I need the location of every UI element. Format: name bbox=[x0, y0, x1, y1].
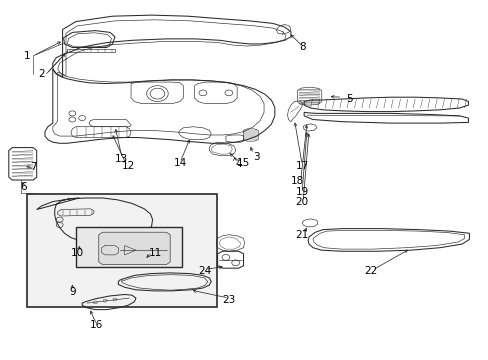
Text: 23: 23 bbox=[222, 294, 235, 305]
Text: 24: 24 bbox=[197, 266, 211, 276]
Text: 15: 15 bbox=[236, 158, 250, 168]
Text: 21: 21 bbox=[295, 230, 308, 240]
Text: 3: 3 bbox=[253, 152, 260, 162]
Text: 20: 20 bbox=[295, 197, 308, 207]
Text: 1: 1 bbox=[23, 51, 30, 61]
Text: 17: 17 bbox=[295, 161, 308, 171]
Text: 6: 6 bbox=[20, 182, 27, 192]
Text: 9: 9 bbox=[69, 287, 76, 297]
Text: 14: 14 bbox=[173, 158, 186, 168]
Text: 19: 19 bbox=[295, 186, 308, 197]
Text: 18: 18 bbox=[290, 176, 304, 186]
FancyBboxPatch shape bbox=[27, 194, 216, 307]
Text: 22: 22 bbox=[363, 266, 377, 276]
Text: 11: 11 bbox=[148, 248, 162, 258]
Text: 13: 13 bbox=[114, 154, 128, 164]
Text: 2: 2 bbox=[38, 69, 45, 79]
Text: 4: 4 bbox=[235, 159, 242, 169]
Text: 7: 7 bbox=[30, 162, 37, 172]
FancyBboxPatch shape bbox=[76, 227, 182, 267]
Text: 5: 5 bbox=[346, 94, 352, 104]
Text: 16: 16 bbox=[90, 320, 103, 330]
Text: 8: 8 bbox=[298, 42, 305, 52]
Text: 12: 12 bbox=[121, 161, 135, 171]
Text: 10: 10 bbox=[71, 248, 83, 258]
Polygon shape bbox=[99, 232, 170, 265]
